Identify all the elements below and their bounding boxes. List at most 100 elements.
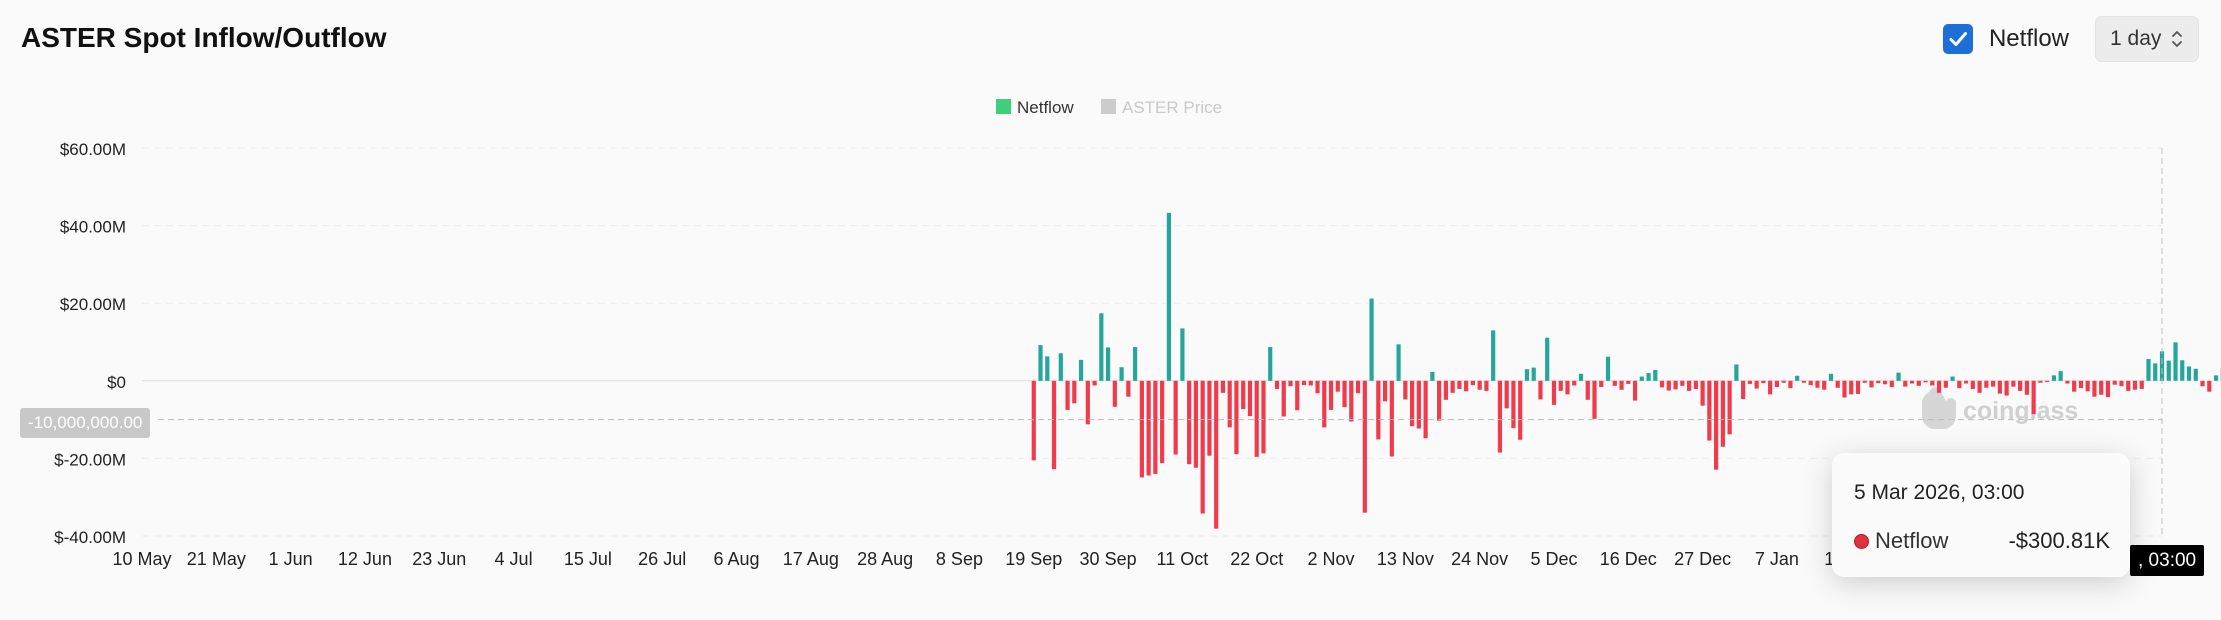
netflow-bar[interactable] [2200, 380, 2205, 387]
netflow-bar[interactable] [1572, 380, 1577, 386]
netflow-bar[interactable] [1105, 347, 1111, 381]
netflow-bar[interactable] [1511, 380, 1516, 429]
netflow-bar[interactable] [2004, 380, 2009, 396]
netflow-bar[interactable] [1896, 372, 1901, 381]
netflow-bar[interactable] [1997, 380, 2002, 394]
netflow-bar[interactable] [1808, 380, 1813, 386]
netflow-bar[interactable] [1301, 380, 1307, 386]
netflow-bar[interactable] [1187, 380, 1192, 465]
netflow-bar[interactable] [2092, 380, 2097, 397]
netflow-bar[interactable] [1795, 375, 1800, 381]
netflow-bar[interactable] [1531, 367, 1536, 381]
netflow-bar[interactable] [1666, 380, 1671, 391]
legend-item[interactable]: ASTER Price [1101, 98, 1222, 117]
netflow-bar[interactable] [1518, 380, 1523, 440]
netflow-bar[interactable] [1092, 380, 1097, 386]
netflow-bar[interactable] [2038, 380, 2043, 383]
legend-item[interactable]: Netflow [996, 98, 1074, 117]
netflow-bar[interactable] [1504, 380, 1509, 409]
netflow-bar[interactable] [1734, 364, 1739, 381]
netflow-bar[interactable] [1382, 380, 1388, 402]
netflow-bar[interactable] [2193, 368, 2198, 381]
netflow-bar[interactable] [1443, 380, 1448, 400]
netflow-bar[interactable] [1450, 380, 1455, 393]
netflow-bar[interactable] [1889, 380, 1894, 388]
netflow-bar[interactable] [1923, 380, 1928, 383]
netflow-bar[interactable] [1410, 380, 1415, 427]
netflow-bar[interactable] [1761, 380, 1766, 384]
netflow-bar[interactable] [1376, 380, 1381, 440]
netflow-bar[interactable] [1632, 380, 1638, 401]
netflow-bar[interactable] [1457, 380, 1462, 389]
netflow-bar[interactable] [2024, 380, 2029, 395]
netflow-bar[interactable] [1977, 380, 1982, 393]
netflow-bar[interactable] [2112, 380, 2117, 385]
netflow-bar[interactable] [1065, 380, 1070, 410]
netflow-bar[interactable] [2159, 351, 2165, 381]
netflow-bar[interactable] [2207, 380, 2212, 392]
netflow-bar[interactable] [1963, 380, 1969, 384]
netflow-checkbox-label[interactable]: Netflow [1988, 25, 2069, 52]
netflow-bar[interactable] [1072, 380, 1077, 404]
netflow-bar[interactable] [1173, 380, 1178, 455]
netflow-bar[interactable] [1362, 380, 1367, 513]
netflow-bar[interactable] [1099, 313, 1104, 381]
netflow-bar[interactable] [1349, 380, 1354, 422]
netflow-bar[interactable] [1680, 380, 1685, 386]
netflow-bar[interactable] [1991, 380, 1996, 387]
netflow-bar[interactable] [2085, 380, 2090, 392]
netflow-bar[interactable] [1822, 380, 1827, 390]
netflow-bar[interactable] [1741, 380, 1746, 400]
netflow-bar[interactable] [1437, 380, 1442, 421]
netflow-bar[interactable] [1855, 380, 1861, 394]
netflow-bar[interactable] [1200, 380, 1205, 514]
netflow-bar[interactable] [2099, 380, 2104, 395]
netflow-bar[interactable] [1241, 380, 1246, 410]
netflow-bar[interactable] [1193, 380, 1199, 468]
netflow-bar[interactable] [1160, 380, 1165, 464]
netflow-bar[interactable] [1673, 380, 1678, 390]
netflow-bar[interactable] [1126, 380, 1131, 397]
netflow-bar[interactable] [1078, 359, 1084, 381]
netflow-bar[interactable] [1700, 380, 1705, 406]
netflow-bar[interactable] [1335, 380, 1340, 392]
netflow-bar[interactable] [1801, 380, 1807, 383]
netflow-bar[interactable] [1045, 356, 1050, 381]
netflow-bar[interactable] [1707, 380, 1712, 441]
netflow-bar[interactable] [1491, 330, 1496, 381]
netflow-bar[interactable] [1342, 380, 1347, 408]
netflow-bar[interactable] [2180, 360, 2185, 381]
netflow-bar[interactable] [1727, 380, 1732, 435]
netflow-bar[interactable] [1599, 380, 1604, 388]
netflow-bar[interactable] [1774, 380, 1780, 388]
netflow-bar[interactable] [1416, 380, 1421, 429]
netflow-bar[interactable] [1876, 380, 1881, 384]
interval-select[interactable]: 1 day [2095, 16, 2199, 62]
netflow-bar[interactable] [1882, 380, 1888, 385]
netflow-bar[interactable] [1659, 380, 1665, 388]
netflow-bar[interactable] [1909, 380, 1915, 384]
netflow-bar[interactable] [1214, 380, 1219, 529]
netflow-bar[interactable] [1619, 380, 1624, 390]
netflow-bar[interactable] [2146, 359, 2151, 381]
netflow-bar[interactable] [1274, 380, 1280, 389]
netflow-bar[interactable] [1626, 380, 1631, 384]
netflow-bar[interactable] [1180, 328, 1185, 381]
netflow-bar[interactable] [1849, 380, 1854, 395]
netflow-bar[interactable] [1565, 380, 1570, 395]
netflow-bar[interactable] [1903, 380, 1908, 387]
netflow-bar[interactable] [1714, 380, 1719, 470]
netflow-bar[interactable] [1754, 380, 1759, 389]
netflow-bar[interactable] [1524, 369, 1530, 381]
netflow-bar[interactable] [1247, 380, 1253, 417]
netflow-bar[interactable] [1612, 380, 1617, 386]
netflow-bar[interactable] [2166, 360, 2171, 381]
netflow-bar[interactable] [1747, 380, 1752, 384]
netflow-bar[interactable] [1551, 380, 1557, 405]
netflow-bar[interactable] [1288, 380, 1293, 387]
netflow-bar[interactable] [1227, 380, 1232, 428]
netflow-bar[interactable] [1207, 380, 1212, 456]
netflow-bar[interactable] [1112, 380, 1117, 407]
netflow-bar[interactable] [2126, 380, 2131, 391]
netflow-bar[interactable] [1133, 347, 1138, 381]
